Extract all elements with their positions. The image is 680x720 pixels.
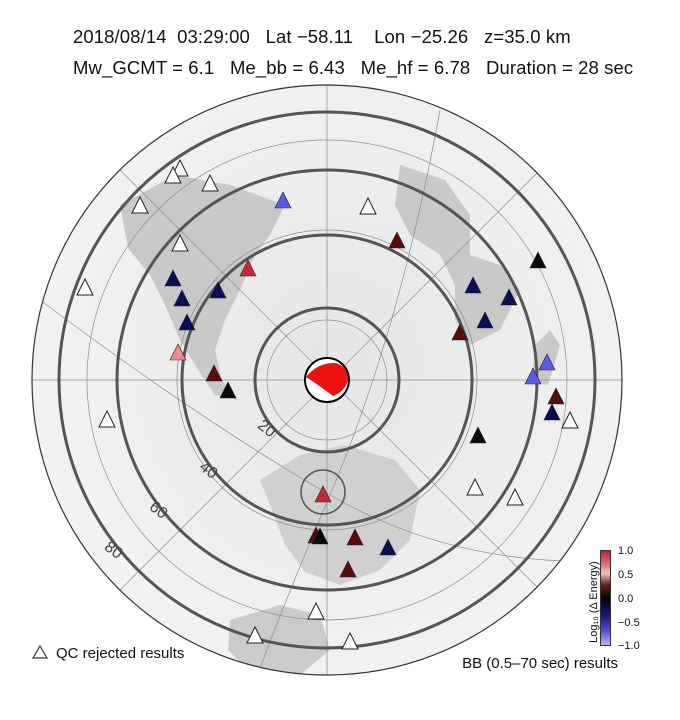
bb-legend: BB (0.5–70 sec) results: [462, 655, 618, 672]
stations-layer: [76, 158, 579, 650]
colorbar-tick: −1.0: [618, 640, 640, 652]
station-marker: [98, 409, 116, 428]
station-marker: [201, 173, 219, 192]
antipode-marker: [300, 469, 346, 515]
station-marker: [388, 231, 406, 249]
station-marker: [341, 631, 359, 650]
station-marker: [466, 477, 484, 496]
station-marker: [500, 288, 518, 306]
station-marker: [529, 251, 547, 269]
station-marker: [476, 311, 494, 329]
station-marker: [346, 528, 364, 546]
station-marker: [173, 289, 191, 307]
colorbar-tick: 0.5: [618, 569, 634, 581]
colorbar-tick: 0.0: [618, 593, 634, 605]
station-marker: [131, 195, 149, 214]
station-marker: [169, 343, 187, 361]
station-marker: [178, 313, 196, 331]
qc-triangle-icon: [32, 645, 48, 659]
colorbar-tick: 1.0: [618, 545, 634, 557]
station-marker: [311, 527, 329, 545]
station-marker: [274, 191, 292, 209]
australia-land: [228, 605, 330, 675]
ring-80: [57, 110, 597, 650]
ring-20: [253, 306, 401, 454]
event-origin-line: 2018/08/14 03:29:00 Lat −58.11 Lon −25.2…: [73, 26, 571, 47]
station-marker: [209, 281, 227, 299]
station-marker: [307, 601, 325, 620]
colorbar-label: Log₁₀ (Δ Energy): [588, 561, 600, 643]
event-magnitude-line: Mw_GCMT = 6.1 Me_bb = 6.43 Me_hf = 6.78 …: [73, 57, 634, 78]
station-marker: [506, 487, 524, 506]
colorbar-tick: −0.5: [618, 617, 640, 629]
colorbar: [600, 550, 611, 646]
station-marker: [524, 367, 542, 385]
station-marker: [451, 323, 469, 341]
antarctica-land: [260, 445, 420, 585]
header: 2018/08/14 03:29:00 Lat −58.11 Lon −25.2…: [0, 0, 680, 90]
station-marker: [171, 233, 189, 252]
south-america-land: [120, 175, 285, 400]
station-marker: [246, 625, 264, 644]
station-marker: [538, 353, 556, 371]
station-marker: [164, 269, 182, 287]
ring-40: [180, 233, 474, 527]
beachball: [304, 357, 350, 403]
distance-rings: [57, 110, 597, 650]
africa-land: [395, 165, 520, 345]
map-border: [31, 84, 623, 676]
station-marker: [339, 560, 357, 578]
station-marker: [205, 364, 223, 382]
qc-legend-label: QC rejected results: [56, 645, 185, 662]
station-marker: [164, 165, 182, 184]
station-marker: [219, 381, 237, 399]
station-marker: [359, 196, 377, 215]
station-marker: [543, 403, 561, 421]
station-marker: [464, 276, 482, 294]
station-marker: [239, 259, 257, 277]
station-marker: [469, 426, 487, 444]
station-marker: [547, 387, 565, 405]
station-marker: [314, 485, 332, 503]
qc-legend: QC rejected results: [32, 645, 184, 662]
station-marker: [561, 410, 579, 429]
station-marker: [379, 538, 397, 556]
station-marker: [76, 277, 94, 296]
